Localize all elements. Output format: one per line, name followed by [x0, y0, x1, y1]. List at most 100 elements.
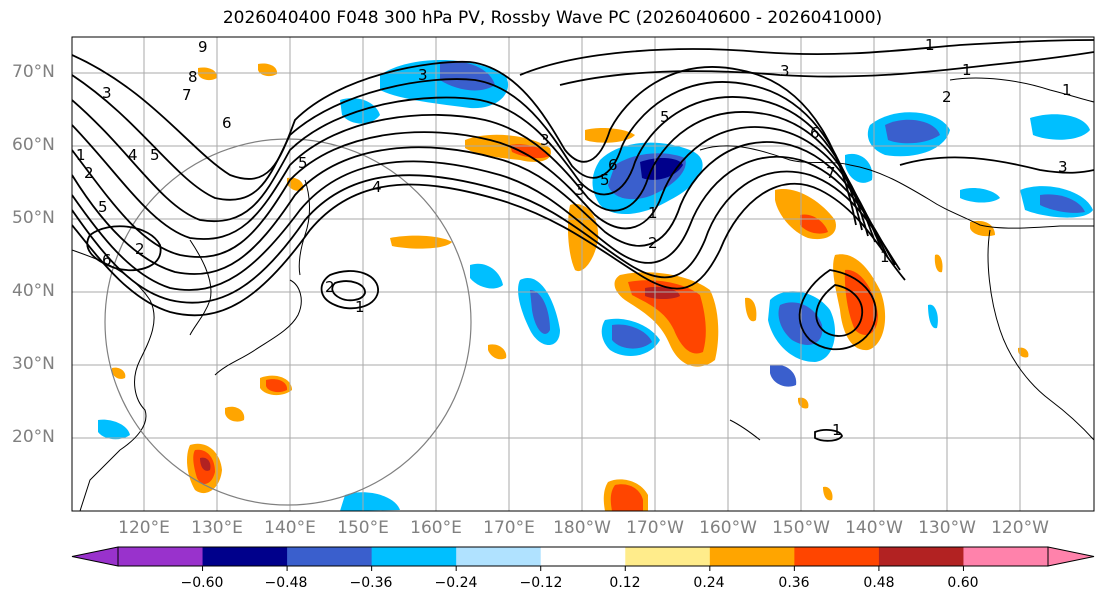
pos-anomaly-central-core [628, 280, 706, 354]
contour-label: 5 [98, 198, 108, 216]
contour-6 [72, 111, 876, 243]
contour-label: 2 [135, 240, 145, 258]
pos-anomaly-small-13 [1018, 347, 1029, 358]
lon-label-180w: 180°W [553, 518, 611, 538]
pos-anomaly-small-11 [112, 367, 126, 379]
pos-anomaly-small-3 [225, 406, 245, 422]
colorbar-label: −0.12 [519, 575, 563, 591]
contour-west-low [86, 225, 162, 272]
contour-label: 7 [182, 86, 192, 104]
pos-anomaly-subtrop-peak [200, 457, 211, 471]
contour-label: 1 [832, 421, 842, 439]
coast-hawaii [729, 419, 761, 441]
colorbar-bin [794, 547, 880, 566]
lon-label-140w: 140°W [845, 518, 903, 538]
contour-label: 5 [660, 108, 670, 126]
neg-anomaly-small-7 [960, 187, 1000, 203]
reference-circle [104, 138, 472, 506]
colorbar-label: 0.24 [693, 575, 725, 591]
lat-label-30n: 30°N [12, 354, 55, 374]
contour-7 [72, 96, 869, 237]
contour-cutoff-2 [331, 280, 366, 302]
contour-label: 1 [76, 146, 86, 164]
coast-alaska [699, 145, 1094, 229]
contour-trough-east [798, 269, 877, 351]
contour-cutoff [320, 270, 379, 310]
contour-label: 8 [188, 68, 198, 86]
contour-label: 4 [128, 146, 138, 164]
pos-anomaly-bering-core [510, 144, 550, 159]
colorbar-bin [625, 547, 711, 566]
pos-anomaly-small-7 [287, 177, 304, 191]
lon-label-120e: 120°E [118, 518, 170, 538]
colorbar-bin [287, 547, 373, 566]
contour-label: 3 [1058, 158, 1068, 176]
pos-anomaly-aleut [585, 127, 635, 143]
colorbar-label: −0.48 [264, 575, 308, 591]
contour-5 [72, 126, 883, 258]
contour-label: 6 [810, 124, 820, 142]
colorbar-bin [371, 547, 457, 566]
contour-10 [519, 39, 1094, 76]
map-frame [71, 36, 1095, 512]
pos-anomaly-east-core [844, 269, 878, 335]
colorbar-bin [118, 547, 204, 566]
colorbar-label: 0.36 [778, 575, 810, 591]
lon-label-130e: 130°E [191, 518, 243, 538]
contour-label: 4 [372, 178, 382, 196]
neg-anomaly-small-2 [470, 263, 503, 289]
colorbar-frame [117, 546, 1049, 567]
contour-3 [72, 155, 896, 291]
contour-label: 1 [355, 298, 365, 316]
neg-anomaly-small-4 [340, 492, 400, 511]
contour-label: 3 [575, 181, 585, 199]
contour-label: 2 [942, 88, 952, 106]
lon-label-160w: 160°W [699, 518, 757, 538]
colorbar-bin [540, 547, 626, 566]
anomaly-shading [98, 60, 1093, 511]
contour-label: 6 [608, 156, 618, 174]
lat-label-70n: 70°N [12, 62, 55, 82]
lon-label-170e: 170°E [483, 518, 535, 538]
lat-label-40n: 40°N [12, 281, 55, 301]
lon-label-120w: 120°W [991, 518, 1049, 538]
contour-label: 1 [880, 248, 890, 266]
colorbar [71, 546, 1095, 571]
contour-9 [72, 54, 857, 226]
coast-asia [72, 249, 155, 511]
neg-anomaly-small-3 [98, 419, 130, 440]
pos-anomaly-south-core [610, 484, 643, 511]
coast-canada [949, 77, 1094, 103]
contour-label: 3 [102, 84, 112, 102]
pos-anomaly-small-9 [970, 220, 995, 237]
neg-anomaly-small-8 [928, 304, 938, 329]
contour-label: 7 [826, 164, 836, 182]
colorbar-bin [202, 547, 288, 566]
colorbar-extend-high [1047, 546, 1095, 567]
lat-label-20n: 20°N [12, 427, 55, 447]
coast-kuril [298, 179, 310, 276]
colorbar-label: 0.60 [947, 575, 979, 591]
pos-anomaly-small-4 [488, 344, 507, 360]
lon-label-130w: 130°W [918, 518, 976, 538]
neg-anomaly-central-pacific-core [530, 290, 550, 334]
lon-label-150e: 150°E [337, 518, 389, 538]
pos-anomaly-central-peak [645, 286, 680, 299]
lat-label-50n: 50°N [12, 208, 55, 228]
graticule [72, 37, 1094, 511]
lon-label-160e: 160°E [410, 518, 462, 538]
contour-4 [72, 141, 889, 275]
contour-labels: 9 8 7 6 5 4 3 2 1 3 4 5 6 5 1 2 3 6 7 3 … [76, 37, 1072, 439]
contour-label: 9 [198, 38, 208, 56]
contour-label: 3 [540, 131, 550, 149]
contour-trough-east-2 [815, 284, 864, 337]
contour-label: 2 [648, 234, 658, 252]
colorbar-label: −0.60 [180, 575, 224, 591]
colorbar-label: 0.12 [609, 575, 641, 591]
pos-anomaly-small-2-core [266, 379, 288, 393]
contour-small-south [814, 429, 843, 442]
contour-label: 6 [102, 251, 112, 269]
colorbar-extend-low [71, 546, 119, 567]
colorbar-bin [709, 547, 795, 566]
